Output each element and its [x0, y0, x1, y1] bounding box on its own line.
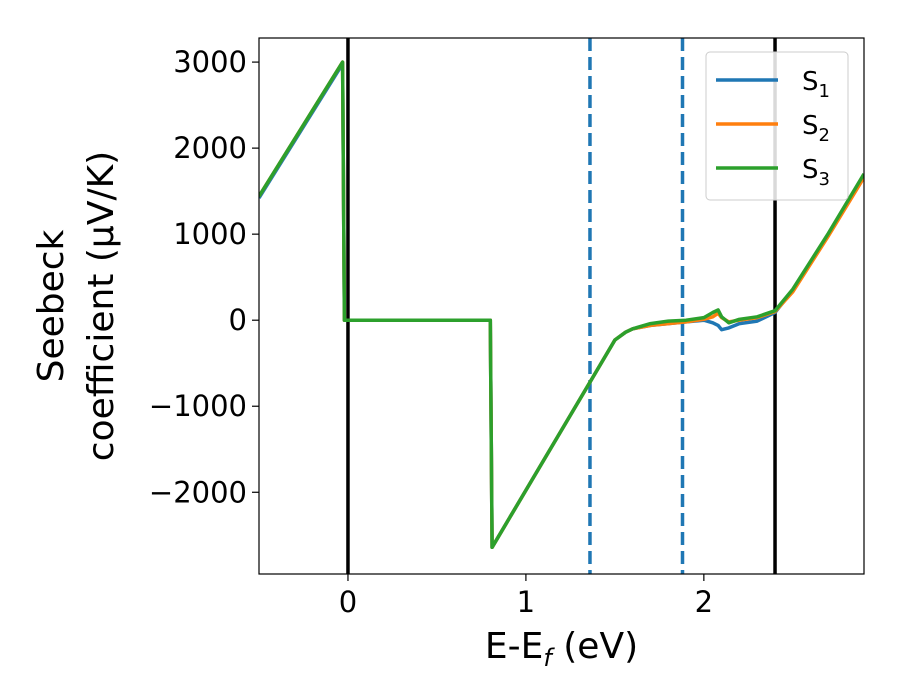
y-tick-label: 3000 [173, 45, 247, 79]
legend: S1 S2 S3 [705, 51, 849, 201]
y-tick-label: 2000 [173, 131, 247, 165]
plot-frame [258, 37, 865, 575]
legend-box [705, 51, 849, 201]
legend-label-S2: S2 [802, 111, 830, 146]
x-tick-label: 1 [517, 585, 535, 619]
legend-label-S1: S1 [802, 67, 830, 102]
y-tick-label: −2000 [149, 475, 247, 509]
x-axis-label-unit: (eV) [552, 626, 638, 667]
axis-ticks: 0 1 2 −2000 −1000 0 1000 2000 3000 [149, 45, 713, 619]
x-axis-label: E-Ef (eV) [485, 626, 638, 672]
series-lines [259, 60, 864, 550]
y-tick-label: 1000 [173, 217, 247, 251]
y-axis-label: Seebeck coefficient (μV/K) [31, 151, 122, 461]
x-axis-label-main: E-E [485, 626, 543, 667]
y-axis-label-line2: coefficient (μV/K) [81, 151, 122, 461]
y-axis-label-line1: Seebeck [31, 229, 72, 382]
x-tick-label: 2 [695, 585, 713, 619]
y-tick-label: −1000 [149, 389, 247, 423]
series-line-S3 [259, 60, 864, 550]
y-tick-label: 0 [229, 303, 247, 337]
x-tick-label: 0 [339, 585, 357, 619]
legend-label-S3: S3 [802, 155, 830, 190]
